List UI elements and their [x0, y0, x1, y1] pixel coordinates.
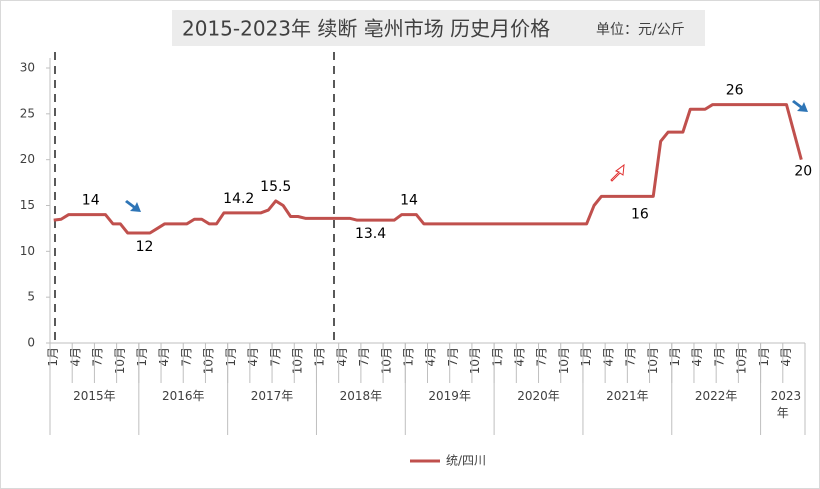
x-tick-label: 10月: [202, 347, 216, 374]
x-tick-label: 1月: [135, 347, 149, 367]
x-tick-label: 1月: [490, 347, 504, 367]
year-label-box: 2017年: [250, 389, 294, 403]
down-arrow-icon: [125, 200, 141, 212]
legend-label: 统/四川: [446, 454, 486, 468]
year-label: 2017年: [250, 389, 294, 403]
year-label: 2019年: [428, 389, 471, 403]
x-tick-label: 4月: [690, 347, 704, 367]
x-tick-label: 4月: [601, 347, 615, 367]
chart-title: 2015-2023年 续断 亳州市场 历史月价格: [182, 17, 550, 41]
year-label-box: 2019年: [428, 389, 471, 403]
x-tick-label: 4月: [335, 347, 349, 367]
year-label: 2018年: [339, 389, 383, 403]
x-tick-label: 10月: [735, 347, 749, 374]
x-tick-label: 4月: [246, 347, 260, 367]
x-tick-label: 7月: [446, 347, 460, 367]
series-line: [53, 103, 803, 235]
x-tick-label: 7月: [357, 347, 371, 367]
x-tick-label: 10月: [646, 347, 660, 374]
data-label: 12: [136, 239, 154, 255]
data-label: 20: [794, 164, 812, 180]
x-tick-label: 7月: [91, 347, 105, 367]
data-label: 14: [82, 193, 100, 209]
x-tick-label: 4月: [513, 347, 527, 367]
year-label: 2022年: [694, 389, 738, 403]
x-tick-label: 7月: [268, 347, 282, 367]
x-tick-label: 7月: [712, 347, 726, 367]
x-tick-label: 4月: [424, 347, 438, 367]
y-tick-label: 5: [27, 290, 35, 304]
y-tick-label: 20: [20, 152, 35, 166]
year-label-box: 2023年: [770, 389, 802, 420]
y-tick-label: 0: [27, 336, 35, 350]
x-tick-label: 10月: [290, 347, 304, 374]
year-label-box: 2015年: [73, 389, 116, 403]
data-label: 14.2: [223, 191, 254, 207]
up-arrow-icon: [610, 163, 625, 182]
year-label: 2015年: [73, 389, 116, 403]
year-label-box: 2016年: [161, 389, 205, 403]
y-tick-label: 25: [20, 106, 35, 120]
x-tick-label: 4月: [779, 347, 793, 367]
year-label-box: 2021年: [606, 389, 649, 403]
title-box: [172, 10, 705, 46]
y-tick-label: 15: [20, 198, 35, 212]
x-tick-label: 7月: [535, 347, 549, 367]
data-label: 13.4: [355, 226, 386, 242]
x-tick-label: 1月: [668, 347, 682, 367]
y-tick-label: 30: [20, 61, 35, 75]
x-tick-label: 4月: [157, 347, 171, 367]
x-tick-label: 1月: [313, 347, 327, 367]
x-tick-label: 1月: [224, 347, 238, 367]
unit-label: 单位：元/公斤: [596, 22, 685, 38]
x-tick-label: 10月: [557, 347, 571, 374]
year-label: 2021年: [606, 389, 649, 403]
x-tick-label: 10月: [113, 347, 127, 374]
year-label-box: 2020年: [517, 389, 560, 403]
x-tick-label: 1月: [401, 347, 415, 367]
x-tick-label: 7月: [624, 347, 638, 367]
x-tick-label: 7月: [179, 347, 193, 367]
year-label: 2016年: [161, 389, 205, 403]
data-label: 26: [726, 83, 744, 99]
x-tick-label: 1月: [579, 347, 593, 367]
x-tick-label: 10月: [379, 347, 393, 374]
y-tick-label: 10: [20, 244, 35, 258]
data-label: 15.5: [260, 179, 291, 195]
x-tick-label: 4月: [68, 347, 82, 367]
data-label: 16: [631, 206, 649, 222]
year-label-box: 2022年: [694, 389, 738, 403]
down-arrow-icon: [792, 100, 808, 112]
year-label: 2020年: [517, 389, 560, 403]
year-label: 2023年: [770, 389, 802, 420]
x-tick-label: 1月: [46, 347, 60, 367]
x-tick-label: 1月: [757, 347, 771, 367]
year-label-box: 2018年: [339, 389, 383, 403]
x-tick-label: 10月: [468, 347, 482, 374]
data-label: 14: [400, 193, 418, 209]
